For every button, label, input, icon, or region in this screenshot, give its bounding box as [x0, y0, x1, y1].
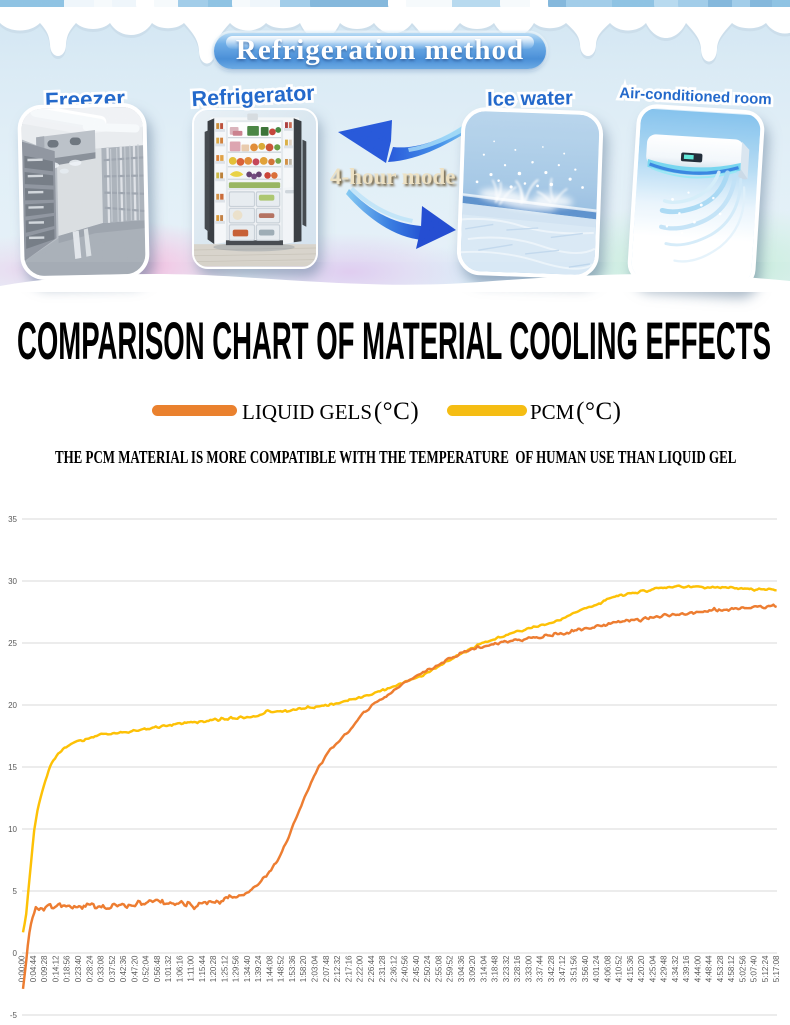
- svg-text:4:48:44: 4:48:44: [705, 955, 714, 982]
- svg-text:2:36:12: 2:36:12: [389, 955, 398, 982]
- svg-text:0:33:08: 0:33:08: [97, 955, 106, 982]
- svg-text:0:37:52: 0:37:52: [108, 955, 117, 982]
- svg-text:3:09:20: 3:09:20: [468, 955, 477, 982]
- svg-text:30: 30: [8, 577, 17, 586]
- svg-text:4:20:20: 4:20:20: [637, 955, 646, 982]
- svg-text:0:47:20: 0:47:20: [130, 955, 139, 982]
- svg-text:2:45:40: 2:45:40: [412, 955, 421, 982]
- svg-text:2:55:08: 2:55:08: [434, 955, 443, 982]
- svg-text:1:01:32: 1:01:32: [164, 955, 173, 982]
- svg-text:0:00:00: 0:00:00: [18, 955, 27, 982]
- svg-text:4:25:04: 4:25:04: [648, 955, 657, 982]
- svg-text:1:06:16: 1:06:16: [175, 955, 184, 982]
- svg-text:0:23:40: 0:23:40: [74, 955, 83, 982]
- svg-text:2:12:32: 2:12:32: [333, 955, 342, 982]
- svg-text:4:29:48: 4:29:48: [660, 955, 669, 982]
- svg-text:0:56:48: 0:56:48: [153, 955, 162, 982]
- svg-text:4:53:28: 4:53:28: [716, 955, 725, 982]
- svg-text:2:22:00: 2:22:00: [356, 955, 365, 982]
- svg-text:5:12:24: 5:12:24: [761, 955, 770, 982]
- svg-text:1:58:20: 1:58:20: [299, 955, 308, 982]
- svg-text:3:33:00: 3:33:00: [525, 955, 534, 982]
- svg-text:15: 15: [8, 763, 17, 772]
- svg-text:0: 0: [13, 949, 18, 958]
- svg-text:4:58:12: 4:58:12: [727, 955, 736, 982]
- svg-text:2:17:16: 2:17:16: [344, 955, 353, 982]
- svg-text:1:39:24: 1:39:24: [254, 955, 263, 982]
- svg-text:25: 25: [8, 639, 17, 648]
- svg-text:4:10:52: 4:10:52: [615, 955, 624, 982]
- svg-text:3:04:36: 3:04:36: [457, 955, 466, 982]
- svg-text:2:26:44: 2:26:44: [367, 955, 376, 982]
- svg-text:1:48:52: 1:48:52: [277, 955, 286, 982]
- svg-text:0:14:12: 0:14:12: [52, 955, 61, 982]
- svg-text:1:11:00: 1:11:00: [187, 955, 196, 982]
- svg-text:20: 20: [8, 701, 17, 710]
- svg-text:1:44:08: 1:44:08: [265, 955, 274, 982]
- svg-text:1:15:44: 1:15:44: [198, 955, 207, 982]
- svg-text:4:01:24: 4:01:24: [592, 955, 601, 982]
- svg-text:4:34:32: 4:34:32: [671, 955, 680, 982]
- svg-text:2:31:28: 2:31:28: [378, 955, 387, 982]
- svg-text:0:09:28: 0:09:28: [40, 955, 49, 982]
- svg-text:3:28:16: 3:28:16: [513, 955, 522, 982]
- svg-text:2:40:56: 2:40:56: [401, 955, 410, 982]
- svg-text:0:52:04: 0:52:04: [142, 955, 151, 982]
- svg-text:5:02:56: 5:02:56: [738, 955, 747, 982]
- svg-text:4:06:08: 4:06:08: [603, 955, 612, 982]
- svg-text:0:04:44: 0:04:44: [29, 955, 38, 982]
- svg-text:2:03:04: 2:03:04: [311, 955, 320, 982]
- svg-text:3:47:12: 3:47:12: [558, 955, 567, 982]
- svg-text:5:07:40: 5:07:40: [750, 955, 759, 982]
- svg-text:4:44:00: 4:44:00: [693, 955, 702, 982]
- svg-text:5: 5: [13, 887, 18, 896]
- svg-text:0:42:36: 0:42:36: [119, 955, 128, 982]
- svg-text:1:25:12: 1:25:12: [220, 955, 229, 982]
- svg-text:-5: -5: [10, 1011, 18, 1020]
- svg-text:35: 35: [8, 515, 17, 524]
- svg-text:1:53:36: 1:53:36: [288, 955, 297, 982]
- svg-text:3:23:32: 3:23:32: [502, 955, 511, 982]
- svg-text:3:14:04: 3:14:04: [479, 955, 488, 982]
- svg-text:1:29:56: 1:29:56: [232, 955, 241, 982]
- svg-text:2:50:24: 2:50:24: [423, 955, 432, 982]
- svg-text:3:37:44: 3:37:44: [536, 955, 545, 982]
- svg-text:2:59:52: 2:59:52: [446, 955, 455, 982]
- svg-text:3:18:48: 3:18:48: [491, 955, 500, 982]
- svg-text:3:56:40: 3:56:40: [581, 955, 590, 982]
- svg-text:4:39:16: 4:39:16: [682, 955, 691, 982]
- svg-text:3:51:56: 3:51:56: [570, 955, 579, 982]
- svg-text:0:28:24: 0:28:24: [85, 955, 94, 982]
- svg-text:10: 10: [8, 825, 17, 834]
- svg-text:1:20:28: 1:20:28: [209, 955, 218, 982]
- svg-text:5:17:08: 5:17:08: [772, 955, 781, 982]
- svg-text:4:15:36: 4:15:36: [626, 955, 635, 982]
- svg-text:0:18:56: 0:18:56: [63, 955, 72, 982]
- svg-text:2:07:48: 2:07:48: [322, 955, 331, 982]
- svg-text:3:42:28: 3:42:28: [547, 955, 556, 982]
- svg-text:1:34:40: 1:34:40: [243, 955, 252, 982]
